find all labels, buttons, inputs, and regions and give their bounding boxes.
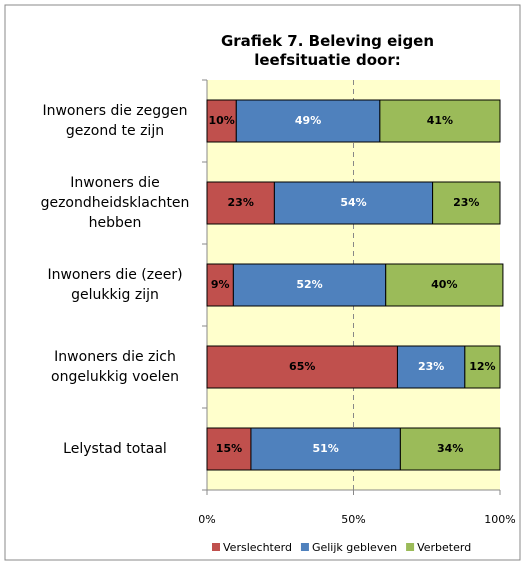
data-label: 12% — [469, 360, 495, 373]
bar-segment — [432, 181, 501, 225]
data-label: 52% — [296, 278, 322, 291]
y-tick-label: Inwoners die gezondheidsklachten hebben — [40, 175, 190, 231]
data-label: 9% — [211, 278, 230, 291]
bar-segment — [206, 427, 252, 471]
bar-segment — [206, 99, 237, 143]
y-tick-label: Inwoners die zich ongelukkig voelen — [51, 349, 179, 385]
legend-swatch — [212, 543, 220, 551]
data-label: 65% — [289, 360, 315, 373]
bar-segment — [396, 345, 466, 389]
y-tick-label: Inwoners die zeggen gezond te zijn — [42, 103, 188, 139]
data-label: 41% — [427, 114, 453, 127]
bar-segment — [379, 99, 501, 143]
data-label: 54% — [340, 196, 366, 209]
bar-segment — [250, 427, 401, 471]
data-label: 10% — [208, 114, 234, 127]
y-tick-label: Lelystad totaal — [63, 441, 167, 457]
y-tick-label: Inwoners die (zeer) gelukkig zijn — [47, 267, 183, 303]
x-tick-label: 50% — [341, 513, 365, 526]
legend-label: Verslechterd — [223, 541, 292, 554]
x-tick-label: 100% — [484, 513, 515, 526]
bar-segment — [206, 263, 234, 307]
data-label: 49% — [295, 114, 321, 127]
data-label: 34% — [437, 442, 463, 455]
data-label: 23% — [228, 196, 254, 209]
bar-segment — [206, 345, 398, 389]
data-label: 15% — [216, 442, 242, 455]
chart-title: Grafiek 7. Beleving eigen leefsituatie d… — [220, 32, 435, 69]
x-tick-label: 0% — [198, 513, 215, 526]
bar-segment — [385, 263, 504, 307]
bar-segment — [273, 181, 434, 225]
data-label: 40% — [431, 278, 457, 291]
legend-label: Verbeterd — [417, 541, 471, 554]
data-label: 23% — [453, 196, 479, 209]
bar-segment — [235, 99, 381, 143]
legend-label: Gelijk gebleven — [312, 541, 397, 554]
legend-swatch — [300, 543, 309, 551]
legend-swatch — [406, 543, 415, 551]
data-label: 23% — [418, 360, 444, 373]
bar-segment — [399, 427, 501, 471]
bar-segment — [232, 263, 387, 307]
bar-segment — [464, 345, 501, 389]
data-label: 51% — [312, 442, 338, 455]
